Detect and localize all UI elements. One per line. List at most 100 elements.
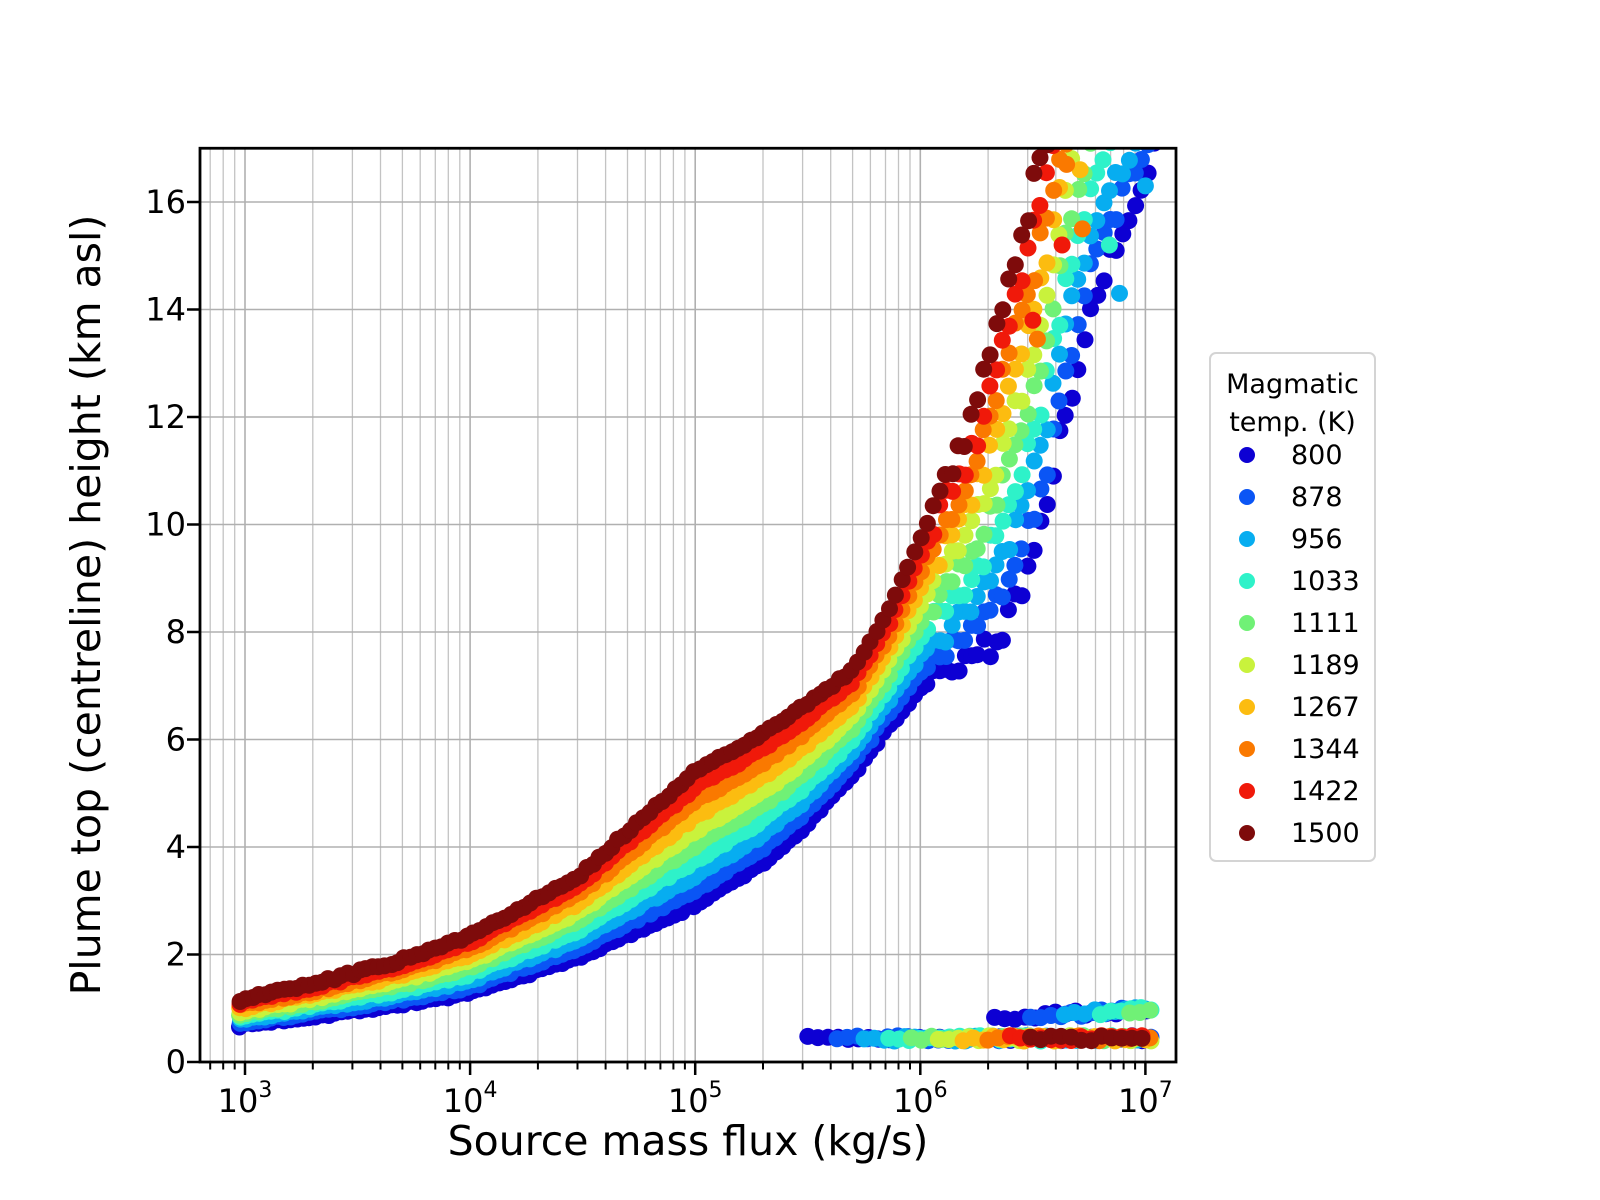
x-tick-label: 106 xyxy=(893,1078,948,1120)
marker xyxy=(1006,285,1024,303)
marker xyxy=(982,572,999,590)
y-tick-label: 12 xyxy=(145,398,186,436)
marker xyxy=(1141,1001,1159,1019)
marker xyxy=(981,480,999,498)
marker xyxy=(956,586,974,604)
legend-entry-800: 800 xyxy=(1211,434,1374,476)
marker xyxy=(1013,272,1031,290)
marker xyxy=(1088,164,1106,182)
marker xyxy=(1013,301,1031,319)
marker xyxy=(956,482,974,500)
legend-entry-956: 956 xyxy=(1211,518,1374,560)
marker xyxy=(1000,344,1018,362)
marker xyxy=(1026,272,1044,290)
marker xyxy=(993,631,1011,649)
marker xyxy=(1070,180,1088,198)
marker xyxy=(987,466,1005,484)
y-tick-label: 14 xyxy=(145,291,186,329)
marker xyxy=(1019,239,1037,257)
marker xyxy=(975,630,993,648)
marker xyxy=(899,558,917,576)
legend-entry-1344: 1344 xyxy=(1211,728,1374,770)
marker xyxy=(906,543,924,561)
legend-entry-1422: 1422 xyxy=(1211,770,1374,812)
marker xyxy=(1032,480,1050,498)
marker xyxy=(1013,392,1031,410)
marker xyxy=(988,420,1006,438)
marker xyxy=(1063,210,1081,228)
marker xyxy=(956,631,974,649)
legend-entry-1500: 1500 xyxy=(1211,812,1374,854)
legend: Magmatic temp. (K) 800 878 956 1033 1111 1189 12… xyxy=(1209,352,1376,862)
marker xyxy=(975,495,993,513)
marker xyxy=(969,437,987,455)
marker xyxy=(969,391,987,409)
marker xyxy=(944,465,962,483)
marker xyxy=(931,482,949,500)
legend-entry-label: 1422 xyxy=(1291,775,1360,807)
marker xyxy=(994,434,1012,452)
marker xyxy=(1019,435,1036,453)
legend-title-line: Magmatic xyxy=(1226,369,1359,400)
marker xyxy=(937,633,955,651)
marker xyxy=(962,603,980,621)
marker xyxy=(1038,496,1056,513)
marker xyxy=(1075,254,1093,272)
marker xyxy=(1025,452,1043,470)
marker xyxy=(968,540,986,558)
marker xyxy=(1000,450,1018,468)
marker xyxy=(1044,374,1062,392)
plot-border xyxy=(198,146,1178,1064)
marker xyxy=(1025,510,1043,528)
marker xyxy=(1006,256,1024,274)
marker xyxy=(963,512,981,530)
marker xyxy=(1018,286,1036,304)
marker xyxy=(981,377,999,395)
marker xyxy=(1019,405,1037,423)
legend-marker-icon xyxy=(1239,825,1255,841)
marker xyxy=(974,421,992,439)
y-tick-label: 8 xyxy=(166,613,186,651)
marker xyxy=(1025,377,1043,395)
marker xyxy=(1000,270,1018,288)
marker xyxy=(1127,197,1145,215)
marker xyxy=(975,360,993,378)
legend-marker-icon xyxy=(1239,699,1255,715)
marker xyxy=(994,512,1012,530)
marker xyxy=(968,646,986,664)
marker xyxy=(1107,211,1125,229)
marker xyxy=(886,586,904,604)
marker xyxy=(1024,311,1042,329)
marker xyxy=(962,405,980,423)
marker xyxy=(1120,151,1138,169)
x-tick-label: 107 xyxy=(1118,1078,1173,1120)
y-tick-label: 2 xyxy=(166,936,186,974)
marker xyxy=(1139,164,1157,182)
marker xyxy=(1032,362,1049,380)
marker xyxy=(1000,570,1018,588)
marker xyxy=(1113,179,1131,197)
marker xyxy=(1031,149,1049,167)
marker xyxy=(987,392,1005,410)
legend-entry-label: 1033 xyxy=(1291,565,1360,597)
legend-marker-icon xyxy=(1239,447,1255,463)
y-tick-label: 16 xyxy=(145,183,186,221)
x-tick-label: 104 xyxy=(443,1078,498,1120)
marker xyxy=(1013,587,1031,605)
marker xyxy=(1076,331,1094,349)
marker xyxy=(1057,362,1075,380)
legend-title-line: temp. (K) xyxy=(1229,407,1356,438)
legend-entry-label: 1500 xyxy=(1291,817,1360,849)
marker xyxy=(1020,212,1038,230)
marker xyxy=(1006,360,1024,378)
marker xyxy=(994,301,1012,319)
x-tick-label: 103 xyxy=(218,1078,273,1120)
marker xyxy=(950,496,968,514)
x-tick-label: 105 xyxy=(668,1078,723,1120)
marker xyxy=(963,496,981,514)
marker xyxy=(974,558,992,576)
legend-entry-label: 800 xyxy=(1291,439,1343,471)
marker xyxy=(1007,511,1025,529)
marker xyxy=(1114,225,1132,243)
